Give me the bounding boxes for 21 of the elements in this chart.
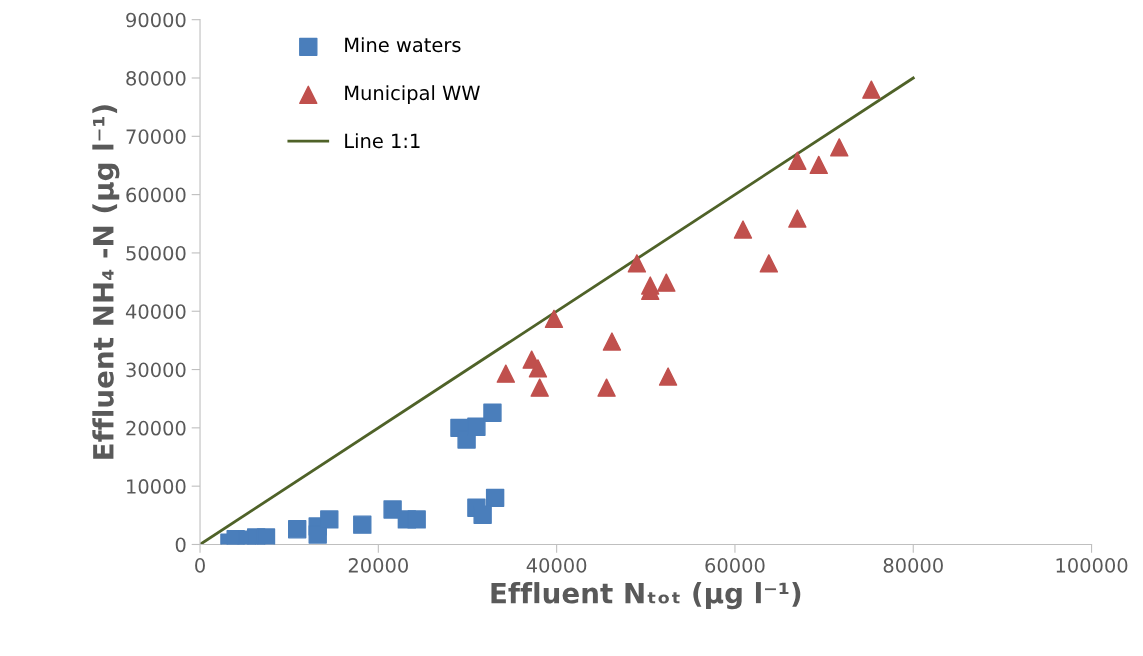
x-tick-label: 100000 xyxy=(1056,558,1128,573)
x-tick-label: 20000 xyxy=(348,558,408,573)
legend-label: Municipal WW xyxy=(345,85,480,104)
legend-label: Line 1:1 xyxy=(345,133,420,149)
y-tick-label: 90000 xyxy=(126,12,186,28)
x-tick-label: 0 xyxy=(195,558,205,573)
y-tick-label: 70000 xyxy=(126,129,186,144)
x-axis-title: Effluent Nₜₒₜ (µg l⁻¹) xyxy=(491,582,801,610)
y-tick-label: 60000 xyxy=(126,187,186,203)
x-tick-label: 60000 xyxy=(705,558,765,573)
y-tick-label: 40000 xyxy=(125,304,186,319)
y-tick-label: 30000 xyxy=(126,362,186,378)
y-tick-label: 80000 xyxy=(126,70,186,86)
legend-label: Mine waters xyxy=(345,37,461,53)
y-tick-label: 50000 xyxy=(126,245,186,261)
x-tick-label: 80000 xyxy=(883,558,943,573)
y-tick-label: 20000 xyxy=(126,420,186,436)
y-tick-label: 0 xyxy=(175,537,186,553)
y-tick-label: 10000 xyxy=(127,479,186,494)
x-tick-label: 40000 xyxy=(526,558,587,573)
y-axis-title: Effluent NH₄ -N (µg l⁻¹) xyxy=(92,105,120,459)
